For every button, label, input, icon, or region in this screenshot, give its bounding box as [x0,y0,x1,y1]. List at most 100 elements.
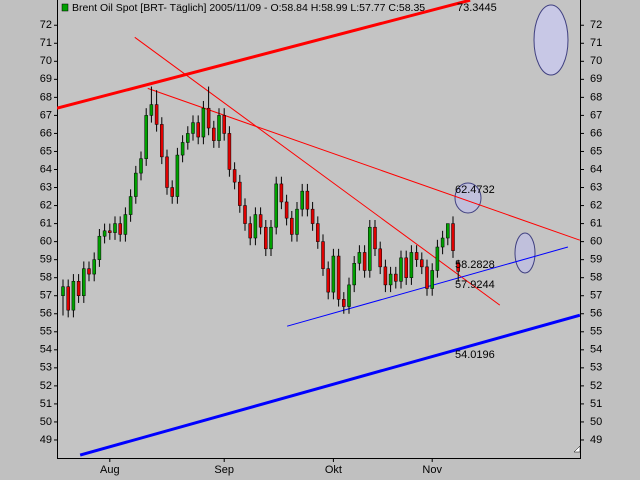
candle-body [206,107,211,129]
y-tick-label: 58 [40,272,52,284]
candle-body [227,133,232,170]
y-tick-label: 49 [40,434,52,446]
y-tick-label: 71 [40,37,52,49]
candle-body [243,205,247,224]
y-tick-label: 66 [40,127,52,139]
y-tick-label: 69 [590,73,602,85]
y-tick-label: 72 [40,19,52,31]
y-tick-label: 70 [590,55,602,67]
trend-label: 73.3445 [457,2,497,14]
candle-body [310,208,315,224]
candle-body [160,124,164,158]
candle-body [232,169,237,183]
candle-body [435,246,440,271]
candle-body [118,223,122,235]
candle-body [399,257,403,282]
candle-body [362,252,367,271]
trend-label: 62.4732 [455,184,495,196]
y-tick-label: 70 [40,55,52,67]
y-tick-label: 52 [40,380,52,392]
candle-body [87,268,91,275]
candle-body [175,154,180,197]
candle-body [336,255,341,300]
y-tick-label: 59 [40,254,52,266]
y-tick-label: 68 [590,91,602,103]
candle-body [154,104,159,125]
trend-line [57,0,471,110]
candle-body [342,299,346,307]
y-tick-label: 67 [40,109,52,121]
trend-label: 57.9244 [455,279,495,291]
y-tick-label: 60 [590,236,602,248]
y-tick-label: 62 [590,199,602,211]
candle-body [238,181,242,206]
y-tick-label: 61 [590,217,602,229]
candle-body [66,286,70,311]
y-tick-label: 65 [590,145,602,157]
y-tick-label: 55 [40,326,52,338]
candle-body [404,257,408,278]
candle-body [196,122,200,138]
y-tick-label: 65 [40,145,52,157]
candle-body [420,259,424,268]
y-tick-label: 51 [40,398,52,410]
candle-body [295,208,299,235]
candle-body [76,281,81,296]
y-tick-label: 56 [40,308,52,320]
candle-body [128,196,133,215]
y-tick-label: 71 [590,37,602,49]
candle-body [248,223,252,239]
y-tick-label: 52 [590,380,602,392]
candle-body [321,241,325,269]
y-tick-label: 63 [590,181,602,193]
candle-body [409,252,414,278]
y-tick-label: 54 [590,344,602,356]
candle-body [425,266,429,289]
y-tick-label: 69 [40,73,52,85]
x-tick-label: Okt [325,464,342,476]
x-tick-label: Aug [100,464,120,476]
y-tick-label: 50 [40,416,52,428]
x-tick-label: Nov [422,464,442,476]
candle-body [61,286,65,296]
candle-body [102,230,107,237]
y-tick-label: 64 [40,163,52,175]
candle-body [290,217,294,235]
y-tick-label: 64 [590,163,602,175]
candle-body [71,281,76,311]
x-tick-label: Sep [214,464,234,476]
candles [61,86,460,318]
candle-body [217,115,221,141]
candle-body [430,270,434,289]
legend-icon [61,3,69,12]
y-tick-label: 57 [590,290,602,302]
candle-body [352,263,356,286]
candle-body [170,187,174,197]
candle-body [456,262,460,272]
y-tick-label: 61 [40,217,52,229]
candle-body [347,284,351,307]
candle-body [186,133,190,143]
candle-body [139,158,143,174]
candle-body [394,273,398,282]
y-tick-label: 55 [590,326,602,338]
candle-body [149,104,154,116]
marker-ellipse [533,4,569,76]
trend-line [79,313,580,457]
y-tick-label: 67 [590,109,602,121]
resize-handle [573,445,581,453]
y-tick-label: 53 [40,362,52,374]
y-tick-label: 60 [40,236,52,248]
candle-body [279,183,284,203]
candle-body [388,273,393,286]
y-tick-label: 50 [590,416,602,428]
candle-body [222,115,226,134]
candle-body [446,223,450,239]
trend-line [147,87,580,241]
candle-body [331,255,336,293]
y-tick-label: 66 [590,127,602,139]
candle-body [378,248,382,268]
y-tick-label: 53 [590,362,602,374]
candle-body [253,214,258,239]
